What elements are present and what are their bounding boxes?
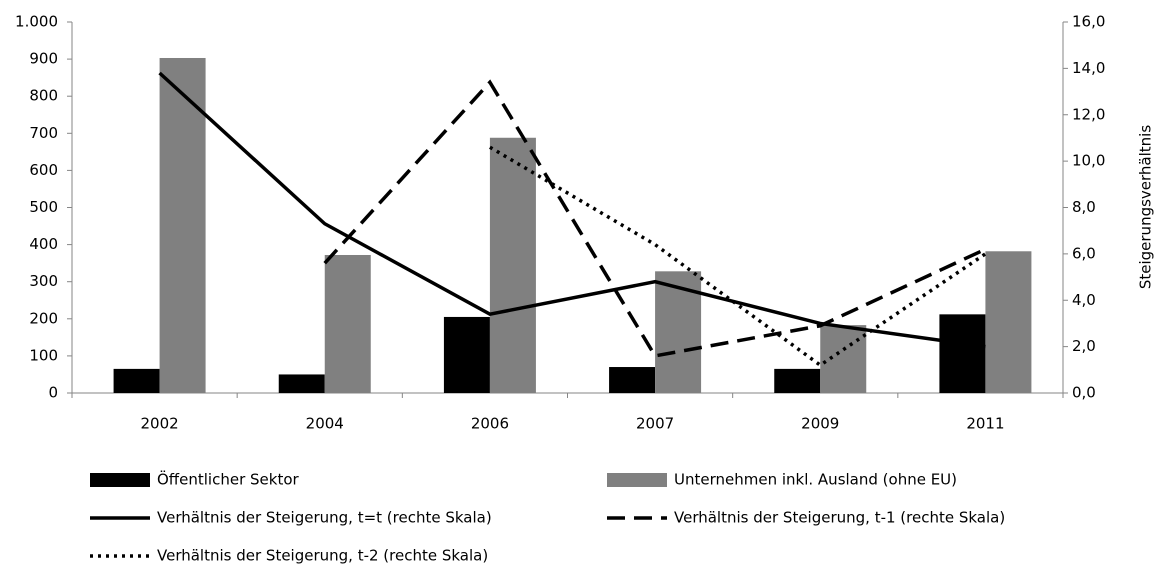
y2-tick-label: 10,0 xyxy=(1072,152,1105,170)
y2-tick-label: 6,0 xyxy=(1072,244,1096,262)
y-tick-label: 700 xyxy=(29,124,58,142)
line-series xyxy=(158,71,986,349)
y2-tick-label: 14,0 xyxy=(1072,59,1105,77)
y2-tick-label: 16,0 xyxy=(1072,13,1105,31)
bar xyxy=(939,314,986,393)
y2-tick-label: 12,0 xyxy=(1072,105,1105,123)
bar xyxy=(985,251,1032,393)
bar xyxy=(609,367,656,393)
y-tick-label: 800 xyxy=(29,87,58,105)
bar xyxy=(774,368,821,393)
y-tick-label: 500 xyxy=(29,198,58,216)
y-tick-label: 300 xyxy=(29,272,58,290)
bar xyxy=(324,254,371,393)
bar xyxy=(655,271,702,393)
y2-axis-label: Steigerungsverhältnis xyxy=(1137,125,1155,289)
legend-label: Verhältnis der Steigerung, t-1 (rechte S… xyxy=(674,509,1005,527)
line-series xyxy=(489,145,987,368)
bar xyxy=(278,374,325,393)
bar xyxy=(820,325,867,393)
x-tick-label: 2009 xyxy=(801,415,839,433)
bar xyxy=(113,368,160,393)
legend-label: Öffentlicher Sektor xyxy=(157,470,300,489)
line-series xyxy=(323,79,987,358)
y-tick-label: 0 xyxy=(48,384,58,402)
x-tick-label: 2007 xyxy=(636,415,674,433)
y-tick-label: 900 xyxy=(29,50,58,68)
legend-label: Verhältnis der Steigerung, t=t (rechte S… xyxy=(157,509,492,527)
x-tick-label: 2006 xyxy=(471,415,509,433)
bar xyxy=(159,57,206,393)
bar xyxy=(489,137,536,393)
y2-tick-label: 4,0 xyxy=(1072,291,1096,309)
y2-tick-label: 0,0 xyxy=(1072,384,1096,402)
legend-label: Unternehmen inkl. Ausland (ohne EU) xyxy=(674,471,957,489)
bar xyxy=(443,316,490,393)
x-tick-label: 2004 xyxy=(306,415,344,433)
y-tick-label: 1.000 xyxy=(15,13,58,31)
y-tick-label: 100 xyxy=(29,346,58,364)
y-tick-label: 200 xyxy=(29,309,58,327)
y-tick-label: 600 xyxy=(29,161,58,179)
y2-tick-label: 2,0 xyxy=(1072,337,1096,355)
legend-label: Verhältnis der Steigerung, t-2 (rechte S… xyxy=(157,547,488,565)
legend-swatch xyxy=(607,473,667,487)
x-tick-label: 2011 xyxy=(966,415,1004,433)
y-tick-label: 400 xyxy=(29,235,58,253)
y2-tick-label: 8,0 xyxy=(1072,198,1096,216)
legend-swatch xyxy=(90,473,150,487)
x-tick-label: 2002 xyxy=(140,415,178,433)
